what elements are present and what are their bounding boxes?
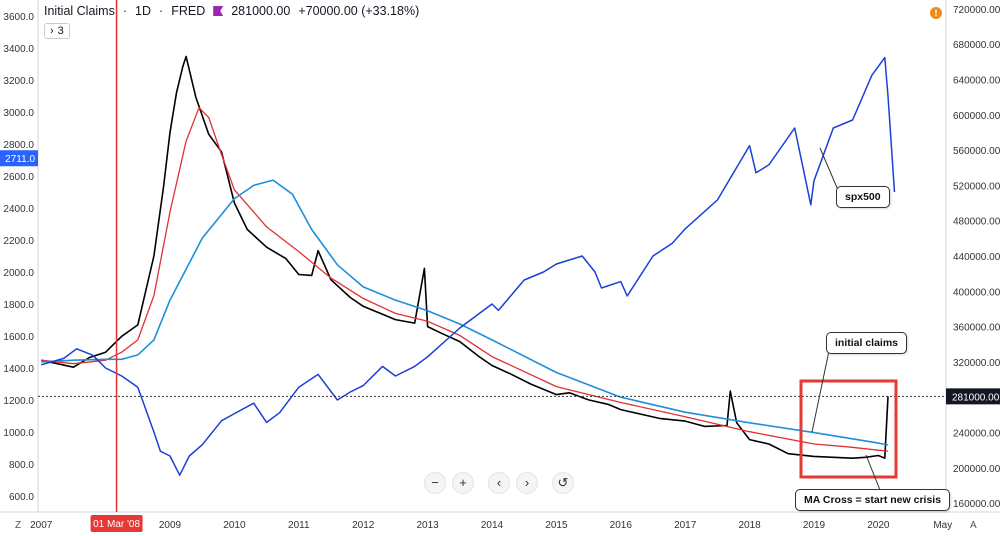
symbol-name[interactable]: Initial Claims [44, 4, 115, 18]
left-tick-label: 3400.0 [3, 44, 34, 55]
left-tick-label: 3600.0 [3, 12, 34, 23]
right-tick-label: 240000.00 [953, 429, 1000, 440]
left-tick-label: 1200.0 [3, 396, 34, 407]
x-tick-label: 2015 [545, 520, 568, 531]
spx500-line [40, 56, 896, 476]
chart-header: Initial Claims · 1D · FRED 281000.00 +70… [44, 4, 419, 18]
marker-date-label: 01 Mar '08 [93, 519, 140, 530]
highlight-box [799, 379, 898, 479]
left-tick-label: 1400.0 [3, 364, 34, 375]
indicators-collapse-button[interactable]: › 3 [44, 23, 70, 39]
right-value-badge-label: 281000.00 [952, 392, 1000, 403]
x-tick-label: 2011 [288, 520, 310, 531]
left-tick-label: 2200.0 [3, 236, 34, 247]
x-tick-label: 2018 [738, 520, 761, 531]
right-value-badge [946, 388, 1000, 405]
right-tick-label: 720000.00 [953, 5, 1000, 16]
ma-cross-callout-pointer [865, 454, 881, 491]
ma-long-line [41, 179, 889, 446]
ma-short-line [41, 107, 889, 452]
x-tick-label: 2007 [30, 520, 53, 531]
last-value: 281000.00 [231, 4, 291, 18]
right-tick-label: 480000.00 [953, 217, 1000, 228]
scroll-right-button[interactable]: › [516, 472, 538, 494]
header-separator-2: · [159, 4, 164, 18]
right-tick-label: 600000.00 [953, 111, 1000, 122]
reset-chart-button[interactable]: ↺ [552, 472, 574, 494]
claims-line [41, 55, 889, 460]
left-tick-label: 3000.0 [3, 108, 34, 119]
x-tick-label: 2013 [416, 520, 439, 531]
left-tick-label: 3200.0 [3, 76, 34, 87]
marker-date-badge [90, 515, 143, 532]
annotation-initial-claims: initial claims [826, 332, 908, 354]
indicator-count: 3 [57, 25, 64, 37]
left-value-badge-label: 2711.0 [5, 154, 35, 165]
header-separator: · [122, 4, 128, 18]
annotation-spx500: spx500 [836, 186, 890, 208]
flag-icon[interactable] [213, 6, 224, 16]
change-value: +70000.00 (+33.18%) [298, 4, 420, 18]
right-tick-label: 320000.00 [953, 358, 1000, 369]
x-tick-label: 2009 [159, 520, 182, 531]
x-tick-label: 2012 [352, 520, 375, 531]
left-tick-label: 800.0 [9, 460, 34, 471]
chevron-right-icon: › [50, 25, 54, 37]
x-tick-label: May [933, 520, 952, 531]
left-tick-label: 2600.0 [3, 172, 34, 183]
right-tick-label: 520000.00 [953, 181, 1000, 192]
left-tick-label: 2400.0 [3, 204, 34, 215]
warning-icon[interactable]: ! [930, 7, 942, 19]
right-tick-label: 360000.00 [953, 323, 1000, 334]
right-tick-label: 440000.00 [953, 252, 1000, 263]
x-tick-label: 2019 [803, 520, 826, 531]
x-tick-label: 2016 [610, 520, 633, 531]
zoom-out-button[interactable]: − [424, 472, 446, 494]
left-tick-label: 2800.0 [3, 140, 34, 151]
right-tick-label: 400000.00 [953, 287, 1000, 298]
annotation-ma-cross: MA Cross = start new crisis [795, 489, 951, 511]
right-tick-label: 160000.00 [953, 499, 1000, 510]
auto-scale-toggle[interactable]: A [970, 520, 977, 531]
left-tick-label: 600.0 [9, 492, 34, 503]
x-tick-label: 2020 [867, 520, 890, 531]
source-label: FRED [171, 4, 206, 18]
right-tick-label: 680000.00 [953, 40, 1000, 51]
interval-label[interactable]: 1D [135, 4, 152, 18]
log-scale-toggle[interactable]: Z [15, 520, 22, 531]
x-tick-label: 2010 [223, 520, 246, 531]
right-tick-label: 640000.00 [953, 75, 1000, 86]
left-tick-label: 1800.0 [3, 300, 34, 311]
left-tick-label: 2000.0 [3, 268, 34, 279]
right-tick-label: 560000.00 [953, 146, 1000, 157]
left-tick-label: 1600.0 [3, 332, 34, 343]
claims-callout-pointer [811, 345, 834, 433]
left-tick-label: 1000.0 [3, 428, 34, 439]
right-tick-label: 200000.00 [953, 464, 1000, 475]
x-tick-label: 2017 [674, 520, 697, 531]
x-tick-label: 2014 [481, 520, 504, 531]
zoom-in-button[interactable]: + [452, 472, 474, 494]
left-value-badge [0, 150, 38, 167]
scroll-left-button[interactable]: ‹ [488, 472, 510, 494]
